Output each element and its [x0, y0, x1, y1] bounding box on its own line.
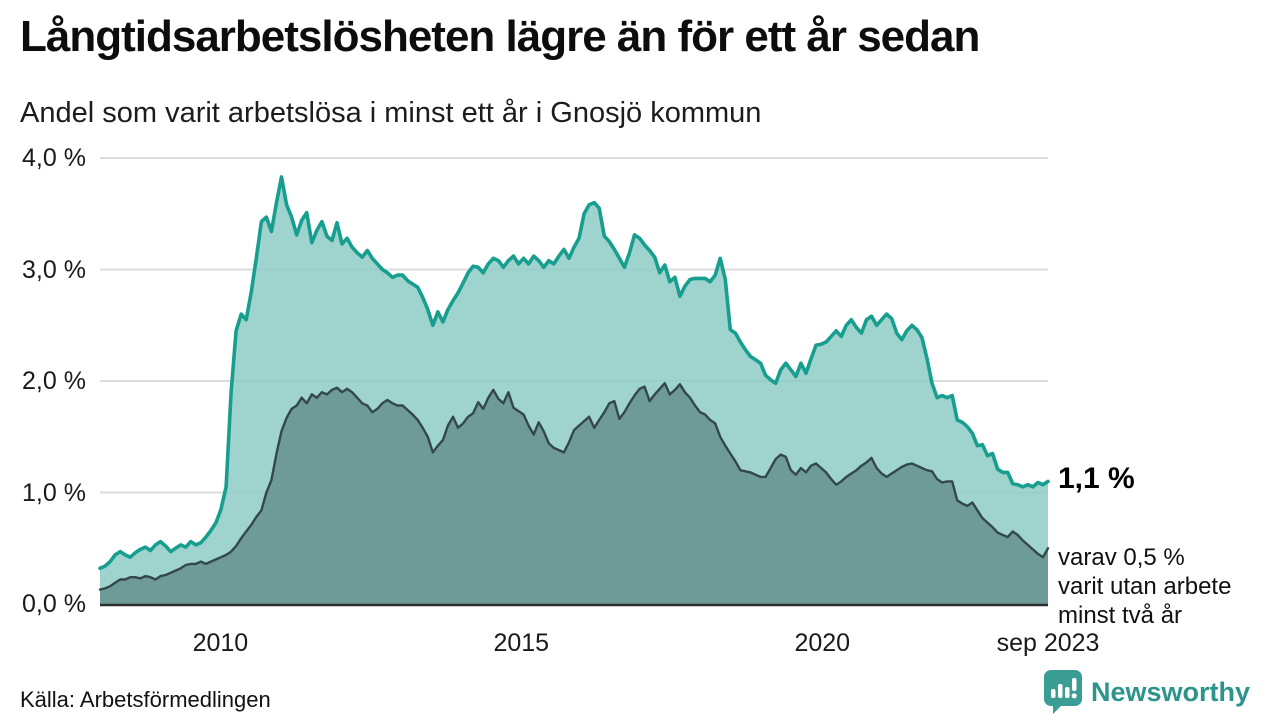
x-tick-label: 2020	[794, 629, 851, 657]
source-label: Källa: Arbetsförmedlingen	[20, 687, 271, 712]
x-tick-label: 2015	[493, 629, 550, 657]
y-tick-label: 3,0 %	[22, 255, 86, 284]
y-tick-label: 2,0 %	[22, 367, 86, 395]
newsworthy-wordmark: Newsworthy	[1090, 676, 1250, 707]
annotation-line-2: varit utan arbete	[1058, 573, 1232, 600]
chart-subtitle: Andel som varit arbetslösa i minst ett å…	[20, 97, 762, 129]
newsworthy-icon	[1043, 670, 1082, 714]
end-value-label: 1,1 %	[1058, 462, 1135, 496]
annotation-line-3: minst två år	[1058, 602, 1183, 629]
x-tick-label: 2010	[192, 629, 249, 657]
chart-title: Långtidsarbetslösheten lägre än för ett …	[20, 12, 980, 61]
annotation-line-1: varav 0,5 %	[1058, 544, 1185, 571]
x-tick-label: sep 2023	[996, 629, 1100, 657]
y-tick-label: 1,0 %	[22, 478, 86, 507]
y-tick-label: 4,0 %	[22, 144, 86, 172]
two-year-annotation: varav 0,5 % varit utan arbete minst två …	[1058, 543, 1231, 630]
newsworthy-logo: Newsworthy	[1043, 670, 1250, 714]
unemployment-area-chart-svg	[98, 157, 1050, 607]
y-tick-label: 0,0 %	[22, 590, 86, 618]
